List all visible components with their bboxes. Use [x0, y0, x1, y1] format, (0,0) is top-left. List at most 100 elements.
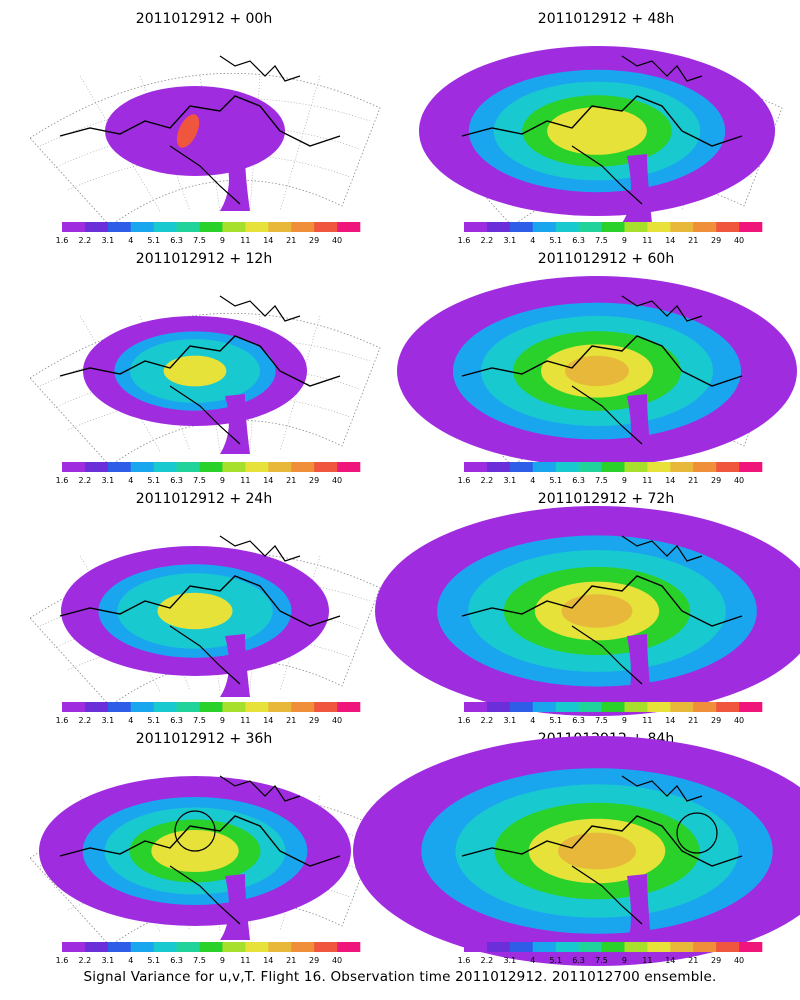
colorbar-tick-label: 7.5	[595, 236, 608, 245]
colorbar-swatch	[337, 702, 361, 712]
colorbar-swatch	[601, 222, 625, 232]
map-panel: 2011012912 + 12h 1.6 2.2 3.1 4 5.1 6.3 7.5 9 11 14…	[29, 251, 381, 485]
colorbar-swatch	[130, 942, 154, 952]
colorbar-swatch	[153, 702, 177, 712]
colorbar-tick-label: 3.1	[101, 716, 114, 725]
colorbar-swatch	[84, 222, 109, 232]
colorbar-tick-label: 1.6	[56, 716, 69, 725]
figure-caption: Signal Variance for u,v,T. Flight 16. Ob…	[83, 969, 717, 985]
colorbar-swatch	[314, 222, 338, 232]
colorbar-swatch	[337, 462, 361, 472]
colorbar-swatch	[693, 222, 717, 232]
colorbar-tick-label: 2.2	[79, 476, 92, 485]
coastline	[59, 815, 341, 867]
colorbar-tick-label: 5.1	[549, 956, 562, 965]
colorbar-swatch	[532, 222, 556, 232]
colorbar-tick-label: 3.1	[503, 236, 516, 245]
colorbar-swatch	[601, 462, 625, 472]
colorbar-swatch	[130, 462, 154, 472]
colorbar-swatch	[739, 942, 763, 952]
colorbar-swatch	[268, 702, 292, 712]
colorbar-swatch	[624, 462, 648, 472]
coastline	[461, 815, 743, 867]
colorbar-swatch	[199, 942, 223, 952]
observation-circle	[174, 810, 216, 852]
colorbar-swatch	[624, 942, 648, 952]
coastline	[461, 95, 743, 147]
variance-contour	[565, 355, 629, 387]
colorbar-tick-label: 29	[309, 956, 319, 965]
colorbar-swatch	[291, 702, 315, 712]
panel-title: 2011012912 + 48h	[538, 11, 674, 27]
colorbar-swatch	[716, 222, 740, 232]
coastline	[461, 335, 743, 387]
colorbar-tick-label: 6.3	[170, 716, 183, 725]
colorbar-swatch	[464, 702, 488, 712]
colorbar: 1.6 2.2 3.1 4 5.1 6.3 7.5 9 11 14 21 29 40	[458, 702, 763, 725]
colorbar-swatch	[107, 222, 132, 232]
panel-title: 2011012912 + 24h	[136, 491, 272, 507]
colorbar-swatch	[532, 462, 556, 472]
colorbar-tick-label: 11	[240, 956, 250, 965]
colorbar-swatch	[509, 462, 534, 472]
colorbar-tick-label: 9	[622, 956, 627, 965]
colorbar-tick-label: 14	[665, 236, 675, 245]
map-area	[353, 736, 800, 966]
colorbar-tick-label: 5.1	[147, 476, 160, 485]
coastline	[219, 535, 301, 562]
map-area	[419, 46, 783, 227]
coastline	[621, 775, 703, 802]
colorbar-swatch	[464, 942, 488, 952]
colorbar-swatch	[739, 462, 763, 472]
variance-maximum	[176, 114, 200, 148]
colorbar-swatch	[176, 462, 200, 472]
colorbar-swatch	[245, 462, 269, 472]
colorbar-swatch	[268, 222, 292, 232]
variance-contour	[557, 832, 637, 870]
colorbar-tick-label: 11	[642, 956, 652, 965]
colorbar-swatch	[199, 702, 223, 712]
colorbar-swatch	[509, 222, 534, 232]
coastline	[621, 55, 703, 82]
colorbar-tick-label: 4	[530, 956, 535, 965]
colorbar-tick-label: 40	[332, 956, 342, 965]
colorbar-tick-label: 2.2	[481, 476, 494, 485]
coastline	[219, 55, 301, 82]
colorbar-tick-label: 3.1	[101, 476, 114, 485]
panel-title: 2011012912 + 60h	[538, 251, 674, 267]
map-panel: 2011012912 + 84h1.62.23.145.16.37.591114…	[353, 731, 800, 966]
map-area	[397, 276, 797, 467]
colorbar-tick-label: 1.6	[56, 236, 69, 245]
colorbar-tick-label: 6.3	[572, 236, 585, 245]
map-panel: 2011012912 + 60h 1.6 2.2 3.1 4 5.1 6.3 7.5 9 11 14…	[397, 251, 797, 485]
colorbar-swatch	[268, 942, 292, 952]
colorbar-tick-label: 9	[220, 956, 225, 965]
colorbar-tick-label: 6.3	[572, 476, 585, 485]
colorbar: 1.6 2.2 3.1 4 5.1 6.3 7.5 9 11 14 21 29 40	[458, 942, 763, 965]
colorbar-swatch	[291, 942, 315, 952]
colorbar-swatch	[739, 222, 763, 232]
colorbar-swatch	[222, 702, 246, 712]
colorbar-tick-label: 2.2	[481, 956, 494, 965]
colorbar-swatch	[578, 702, 602, 712]
colorbar-swatch	[555, 462, 579, 472]
colorbar-tick-label: 4	[128, 716, 133, 725]
colorbar-swatch	[464, 462, 488, 472]
colorbar-swatch	[176, 942, 200, 952]
colorbar-tick-label: 7.5	[193, 236, 206, 245]
colorbar-tick-label: 5.1	[549, 716, 562, 725]
colorbar-tick-label: 4	[530, 236, 535, 245]
colorbar-swatch	[62, 942, 86, 952]
colorbar-swatch	[268, 462, 292, 472]
colorbar-swatch	[314, 942, 338, 952]
colorbar-tick-label: 11	[240, 476, 250, 485]
colorbar-swatch	[84, 942, 109, 952]
colorbar-swatch	[670, 702, 694, 712]
colorbar-swatch	[509, 942, 534, 952]
colorbar-tick-label: 3.1	[101, 236, 114, 245]
colorbar-tick-label: 21	[688, 956, 698, 965]
coastline	[461, 575, 743, 627]
colorbar-tick-label: 4	[128, 236, 133, 245]
colorbar-swatch	[291, 222, 315, 232]
coastline	[571, 625, 643, 685]
